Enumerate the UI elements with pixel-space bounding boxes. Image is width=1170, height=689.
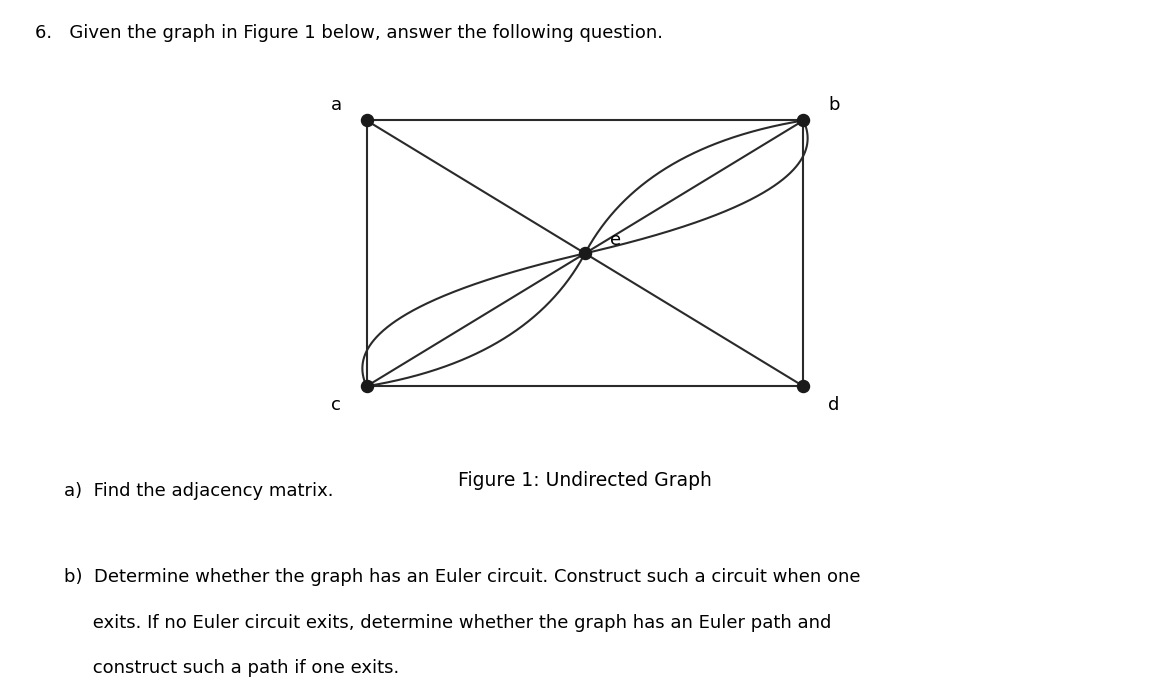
- Point: [357, 381, 376, 392]
- Text: c: c: [331, 396, 340, 414]
- Point: [576, 248, 594, 259]
- Point: [357, 115, 376, 126]
- Text: construct such a path if one exits.: construct such a path if one exits.: [64, 659, 400, 677]
- Text: e: e: [610, 231, 621, 249]
- Text: b: b: [828, 96, 840, 114]
- Text: Figure 1: Undirected Graph: Figure 1: Undirected Graph: [459, 471, 711, 491]
- Text: d: d: [828, 396, 840, 414]
- Text: exits. If no Euler circuit exits, determine whether the graph has an Euler path : exits. If no Euler circuit exits, determ…: [64, 614, 832, 632]
- Text: a: a: [330, 96, 342, 114]
- Text: a)  Find the adjacency matrix.: a) Find the adjacency matrix.: [64, 482, 333, 500]
- Text: 6.   Given the graph in Figure 1 below, answer the following question.: 6. Given the graph in Figure 1 below, an…: [35, 24, 663, 42]
- Point: [794, 381, 813, 392]
- Point: [794, 115, 813, 126]
- Text: b)  Determine whether the graph has an Euler circuit. Construct such a circuit w: b) Determine whether the graph has an Eu…: [64, 568, 861, 586]
